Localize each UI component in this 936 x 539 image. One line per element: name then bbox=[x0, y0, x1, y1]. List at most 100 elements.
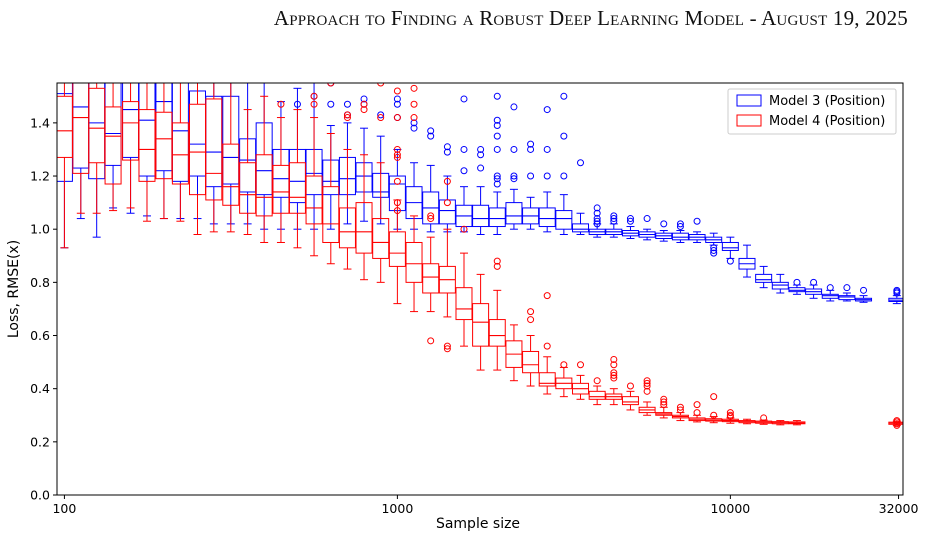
legend-swatch-model-4 bbox=[736, 114, 762, 127]
flier-point bbox=[726, 257, 734, 265]
flier-point bbox=[277, 100, 285, 108]
flier-point bbox=[810, 278, 818, 286]
box-model-4 bbox=[755, 414, 773, 425]
flier-point bbox=[610, 217, 618, 225]
box-model-4 bbox=[372, 83, 390, 283]
box-model-4 bbox=[555, 361, 573, 398]
box-body bbox=[588, 390, 606, 400]
flier-point bbox=[610, 371, 618, 379]
x-tick-label: 1000 bbox=[381, 501, 413, 516]
box-model-3 bbox=[605, 212, 623, 238]
box-body bbox=[538, 372, 556, 387]
box-model-3 bbox=[522, 140, 540, 230]
flier-point bbox=[726, 409, 734, 417]
flier-point bbox=[493, 145, 501, 153]
box-model-3 bbox=[638, 215, 656, 241]
box-model-4 bbox=[638, 377, 656, 416]
box-body bbox=[122, 101, 140, 161]
box-model-3 bbox=[422, 127, 440, 233]
box-model-4 bbox=[338, 111, 356, 270]
box-body bbox=[171, 122, 189, 185]
x-axis-label: Sample size bbox=[436, 516, 520, 532]
flier-point bbox=[527, 172, 535, 180]
box-model-3 bbox=[205, 83, 223, 225]
flier-point bbox=[710, 249, 718, 257]
y-tick-label: 1.2 bbox=[30, 169, 50, 184]
box-layer bbox=[57, 83, 903, 429]
flier-point bbox=[626, 382, 634, 390]
flier-point bbox=[393, 114, 401, 122]
box-model-4 bbox=[355, 100, 373, 281]
box-body bbox=[821, 293, 839, 299]
box-body bbox=[671, 232, 689, 241]
box-model-3 bbox=[821, 284, 839, 302]
box-model-4 bbox=[405, 84, 423, 313]
box-model-3 bbox=[621, 215, 639, 239]
flier-point bbox=[493, 172, 501, 180]
flier-point bbox=[660, 395, 668, 403]
box-model-4 bbox=[738, 418, 756, 425]
flier-point bbox=[460, 145, 468, 153]
box-body bbox=[488, 319, 506, 347]
flier-point bbox=[427, 132, 435, 140]
flier-point bbox=[593, 204, 601, 212]
box-model-4 bbox=[505, 324, 523, 382]
box-body bbox=[322, 186, 340, 243]
flier-point bbox=[360, 95, 368, 103]
flier-point bbox=[610, 215, 618, 223]
flier-point bbox=[610, 369, 618, 377]
box-model-4 bbox=[104, 83, 122, 212]
flier-point bbox=[477, 164, 485, 172]
box-model-3 bbox=[488, 92, 506, 236]
flier-point bbox=[626, 215, 634, 223]
flier-point bbox=[343, 114, 351, 122]
box-model-3 bbox=[588, 204, 606, 238]
flier-point bbox=[443, 199, 451, 207]
box-model-4 bbox=[171, 83, 189, 222]
flier-point bbox=[676, 223, 684, 231]
box-body bbox=[288, 162, 306, 214]
flier-point bbox=[660, 220, 668, 228]
box-body bbox=[838, 295, 856, 301]
flier-point bbox=[610, 361, 618, 369]
flier-point bbox=[560, 92, 568, 100]
flier-point bbox=[443, 342, 451, 350]
flier-point bbox=[393, 177, 401, 185]
flier-point bbox=[343, 111, 351, 119]
flier-point bbox=[527, 140, 535, 148]
flier-point bbox=[393, 151, 401, 159]
flier-point bbox=[477, 151, 485, 159]
box-model-3 bbox=[721, 236, 739, 265]
flier-point bbox=[510, 172, 518, 180]
flier-point bbox=[610, 374, 618, 382]
plot-frame bbox=[56, 82, 904, 496]
box-model-3 bbox=[438, 143, 456, 233]
flier-point bbox=[843, 284, 851, 292]
box-body bbox=[338, 207, 356, 249]
flier-point bbox=[543, 172, 551, 180]
box-model-4 bbox=[305, 92, 323, 257]
box-model-4 bbox=[788, 420, 806, 426]
flier-point bbox=[293, 100, 301, 108]
y-tick-label: 0.6 bbox=[30, 328, 50, 343]
flier-point bbox=[510, 103, 518, 111]
running-header: Approach to Finding a Robust Deep Learni… bbox=[273, 6, 908, 30]
box-body bbox=[472, 204, 490, 228]
flier-point bbox=[660, 398, 668, 406]
box-model-3 bbox=[738, 244, 756, 278]
flier-point bbox=[493, 122, 501, 130]
box-model-4 bbox=[572, 361, 590, 400]
flier-point bbox=[643, 215, 651, 223]
box-model-4 bbox=[655, 395, 673, 419]
flier-point bbox=[377, 83, 385, 87]
box-body bbox=[57, 95, 73, 158]
flier-point bbox=[493, 180, 501, 188]
flier-point bbox=[493, 257, 501, 265]
flier-point bbox=[543, 145, 551, 153]
flier-point bbox=[527, 316, 535, 324]
legend-label-model-3: Model 3 (Position) bbox=[769, 94, 885, 109]
box-model-4 bbox=[422, 212, 440, 345]
flier-point bbox=[693, 401, 701, 409]
flier-point bbox=[493, 92, 501, 100]
flier-point bbox=[443, 177, 451, 185]
